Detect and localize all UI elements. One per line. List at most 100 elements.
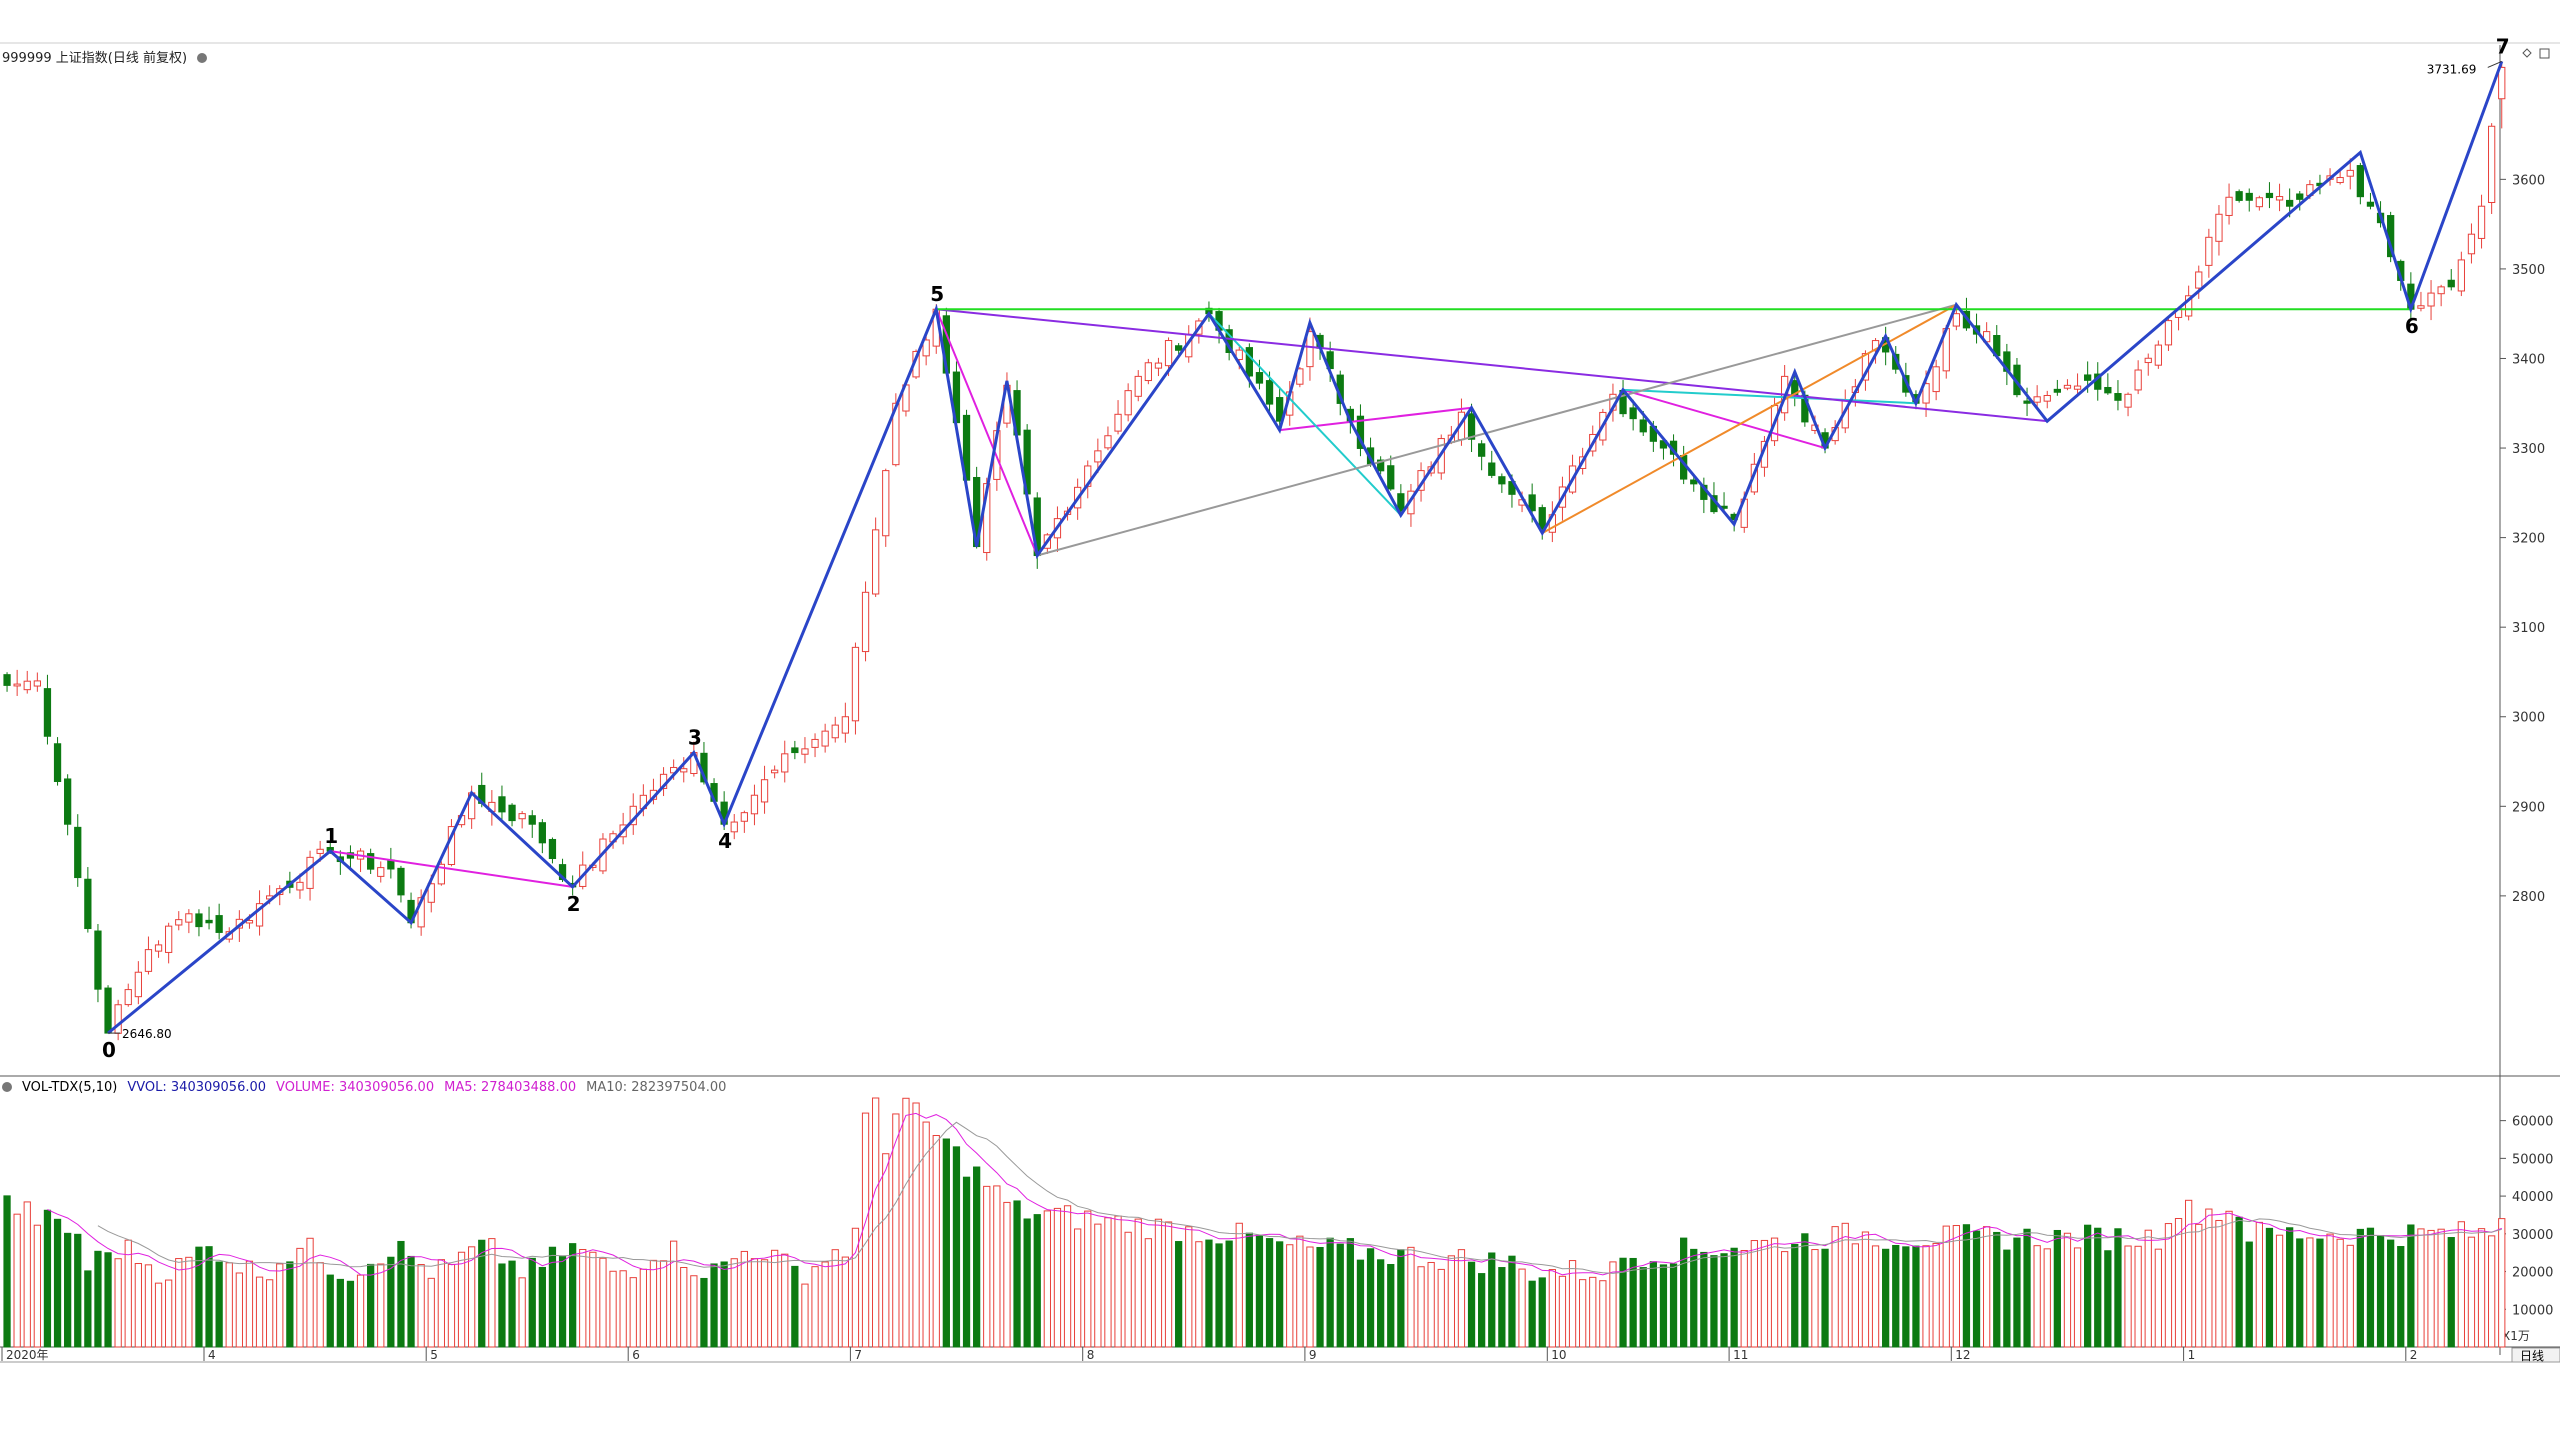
volume-bar — [851, 1227, 860, 1348]
volume-bar — [2195, 1223, 2203, 1348]
candle-body — [215, 915, 223, 933]
date-tick-label: 11 — [1733, 1348, 1748, 1362]
candle-body — [1387, 465, 1395, 490]
volume-bar — [2255, 1221, 2263, 1348]
volume-tick-label: 50000 — [2512, 1152, 2553, 1167]
price-tick-label: 3000 — [2512, 711, 2545, 726]
volume-bar — [346, 1280, 355, 1348]
volume-bar — [2427, 1229, 2435, 1348]
volume-bar — [1114, 1215, 1122, 1348]
candle-body — [851, 646, 860, 722]
candle-body — [1629, 407, 1637, 420]
candle-body — [114, 1004, 122, 1034]
candle-body — [2346, 169, 2354, 177]
candle-body — [195, 913, 203, 928]
volume-bar — [740, 1250, 748, 1348]
candle-body — [771, 769, 779, 774]
vol-indicator-name: VOL-TDX(5,10) — [22, 1080, 118, 1095]
volume-bar — [1750, 1240, 1758, 1348]
candle-body — [680, 768, 688, 773]
volume-bar — [1932, 1242, 1940, 1348]
volume-bar — [1912, 1245, 1920, 1348]
volume-bar — [599, 1257, 607, 1348]
candle-body — [821, 730, 829, 747]
volume-bar — [2447, 1237, 2455, 1348]
candle-body — [2366, 201, 2375, 207]
settings-icon[interactable] — [197, 53, 208, 63]
price-tick-label: 2800 — [2512, 890, 2545, 905]
volume-bar — [2326, 1233, 2334, 1348]
candle-body — [2084, 374, 2092, 381]
candle-body — [154, 944, 163, 952]
candle-body — [2033, 396, 2041, 403]
candle-body — [2205, 236, 2213, 266]
volume-bar — [528, 1257, 536, 1348]
candle-body — [730, 821, 738, 833]
volume-bar — [255, 1276, 264, 1348]
volume-bar — [791, 1265, 799, 1348]
candle-body — [1922, 383, 1930, 404]
indicator-settings-icon[interactable] — [2, 1082, 12, 1092]
volume-bar — [1942, 1225, 1950, 1348]
volume-bar — [1457, 1249, 1466, 1348]
volume-bar — [478, 1239, 486, 1348]
period-button[interactable] — [2511, 1347, 2560, 1363]
volume-bar — [2114, 1228, 2122, 1348]
volume-bar — [1629, 1257, 1637, 1348]
candle-body — [1639, 419, 1647, 433]
volume-bar — [629, 1277, 637, 1348]
volume-bar — [2397, 1246, 2405, 1348]
candle-body — [1164, 340, 1173, 367]
candle-body — [861, 591, 870, 653]
volume-bar — [326, 1274, 334, 1348]
volume-bar — [1296, 1235, 1304, 1348]
volume-bar — [1366, 1248, 1375, 1348]
candle-body — [3, 674, 11, 686]
volume-bar — [1811, 1249, 1819, 1348]
volume-bar — [306, 1237, 314, 1348]
candle-body — [1871, 340, 1880, 352]
candle-body — [1114, 413, 1122, 432]
volume-bar — [690, 1275, 698, 1348]
candle-body — [872, 529, 880, 595]
volume-bar — [962, 1176, 971, 1348]
candle-body — [437, 863, 445, 885]
volume-tick-label: 20000 — [2512, 1266, 2553, 1281]
volume-bar — [1094, 1223, 1102, 1348]
volume-bar — [1922, 1245, 1930, 1348]
volume-bar — [457, 1251, 466, 1348]
candle-body — [2144, 357, 2152, 364]
volume-bar — [2185, 1199, 2193, 1348]
volume-bar — [1962, 1224, 1971, 1348]
volume-bar — [235, 1272, 243, 1348]
price-tick-label: 3600 — [2512, 173, 2545, 188]
candle-body — [165, 925, 173, 953]
wave-label: 4 — [718, 829, 732, 853]
volume-bar — [2094, 1227, 2102, 1348]
volume-bar — [356, 1274, 365, 1348]
candle-body — [760, 779, 769, 803]
volume-bar — [2265, 1227, 2274, 1348]
volume-bar — [1851, 1243, 1859, 1348]
trendline-purple — [936, 308, 2048, 423]
volume-bar — [1154, 1218, 1163, 1348]
volume-bar — [2205, 1208, 2213, 1348]
volume-bar — [1871, 1245, 1880, 1348]
candle-body — [43, 688, 52, 737]
volume-bar — [548, 1246, 557, 1348]
volume-bar — [1690, 1248, 1698, 1348]
volume-bar — [639, 1268, 647, 1348]
volume-bar — [2296, 1238, 2304, 1348]
volume-bar — [2336, 1238, 2344, 1348]
candle-body — [104, 987, 112, 1034]
volume-bar — [558, 1256, 567, 1348]
volume-bar — [23, 1201, 31, 1348]
volume-bar — [1164, 1221, 1173, 1348]
candle-body — [1932, 366, 1940, 393]
volume-bar — [13, 1213, 21, 1348]
volume-bar — [2053, 1229, 2061, 1348]
volume-bar — [1023, 1218, 1031, 1348]
window-toggle-icon[interactable] — [2539, 48, 2550, 59]
volume-bar — [397, 1240, 405, 1348]
